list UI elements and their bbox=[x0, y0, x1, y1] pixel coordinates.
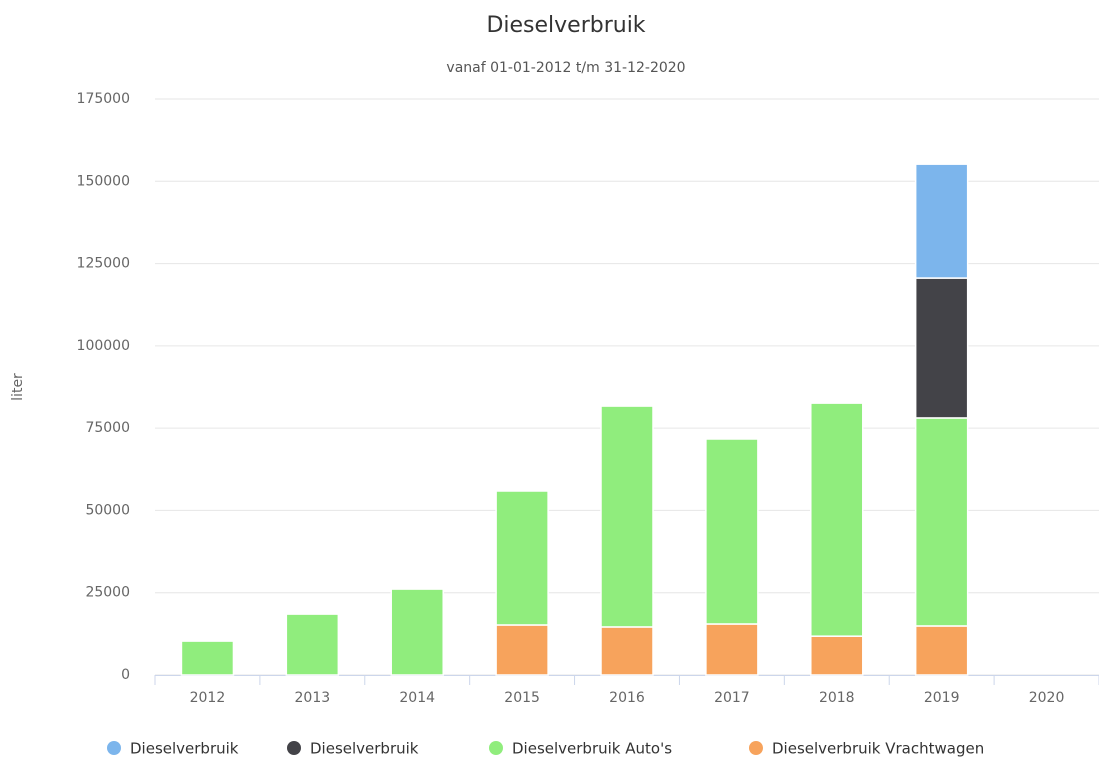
x-tick-label: 2012 bbox=[190, 690, 226, 706]
legend-marker bbox=[287, 741, 301, 755]
bar-segment bbox=[180, 640, 235, 676]
bar-segment bbox=[285, 613, 340, 676]
y-tick-label: 50000 bbox=[85, 502, 130, 518]
x-tick-label: 2013 bbox=[295, 690, 331, 706]
bar-segment bbox=[705, 623, 759, 676]
chart-title: Dieselverbruik bbox=[486, 13, 645, 38]
y-tick-label: 25000 bbox=[85, 585, 130, 601]
bar-segment bbox=[600, 626, 654, 676]
y-tick-label: 175000 bbox=[77, 91, 130, 107]
legend-label: Dieselverbruik Auto's bbox=[512, 740, 672, 758]
x-tick-label: 2016 bbox=[609, 690, 645, 706]
legend-label: Dieselverbruik Vrachtwagen bbox=[772, 740, 984, 758]
x-tick-label: 2019 bbox=[924, 690, 960, 706]
legend-marker bbox=[749, 741, 763, 755]
bar-segment bbox=[914, 277, 969, 419]
bar-segment bbox=[390, 588, 444, 676]
x-tick-label: 2020 bbox=[1029, 690, 1065, 706]
bar-segment bbox=[810, 402, 864, 637]
x-tick-label: 2014 bbox=[399, 690, 435, 706]
y-tick-label: 100000 bbox=[77, 338, 130, 354]
chart-subtitle: vanaf 01-01-2012 t/m 31-12-2020 bbox=[446, 60, 685, 76]
legend-label: Dieselverbruik bbox=[130, 740, 239, 758]
legend-marker bbox=[107, 741, 121, 755]
bar-segment bbox=[810, 635, 864, 676]
bar-segment bbox=[914, 163, 969, 279]
y-axis-label: liter bbox=[10, 373, 26, 401]
bar-segment bbox=[914, 417, 969, 627]
y-tick-label: 0 bbox=[121, 667, 130, 683]
bar-segment bbox=[705, 438, 759, 625]
legend-label: Dieselverbruik bbox=[310, 740, 419, 758]
legend-marker bbox=[489, 741, 503, 755]
x-tick-label: 2015 bbox=[504, 690, 540, 706]
bar-segment bbox=[600, 405, 654, 628]
x-tick-label: 2018 bbox=[819, 690, 855, 706]
x-tick-label: 2017 bbox=[714, 690, 750, 706]
bar-segment bbox=[495, 624, 549, 676]
y-tick-label: 150000 bbox=[77, 173, 130, 189]
bar-segment bbox=[495, 490, 549, 626]
bar-segment bbox=[914, 625, 969, 676]
y-tick-label: 125000 bbox=[77, 256, 130, 272]
y-tick-label: 75000 bbox=[85, 420, 130, 436]
